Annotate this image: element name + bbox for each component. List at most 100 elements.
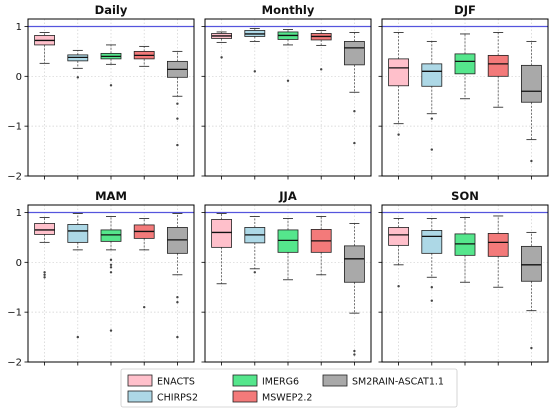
outlier-point bbox=[397, 133, 400, 136]
y-tick-label: −1 bbox=[7, 308, 22, 319]
panel-title: Monthly bbox=[262, 3, 315, 17]
panel-title: SON bbox=[451, 189, 479, 203]
panel-mam: MAM −2 −1 0 1 bbox=[7, 189, 195, 369]
outlier-point bbox=[43, 276, 46, 279]
outlier-point bbox=[176, 296, 179, 299]
box-mswep2.2 bbox=[310, 30, 332, 71]
outlier-point bbox=[430, 148, 433, 151]
outlier-point bbox=[109, 84, 113, 87]
box-chirps2 bbox=[421, 40, 443, 151]
box-enacts bbox=[388, 32, 410, 136]
box-body bbox=[211, 219, 233, 248]
y-tick-label: −2 bbox=[7, 358, 22, 369]
outlier-point bbox=[353, 353, 356, 356]
legend-label: ENACTS bbox=[157, 377, 195, 388]
box-body bbox=[421, 230, 443, 254]
box-body bbox=[343, 245, 365, 283]
outlier-point bbox=[109, 271, 113, 274]
outlier-point bbox=[353, 349, 356, 353]
box-mswep2.2 bbox=[133, 218, 155, 309]
legend-swatch bbox=[232, 374, 258, 387]
outlier-point bbox=[176, 335, 179, 339]
outlier-point bbox=[176, 102, 179, 105]
panel-djf: DJF bbox=[378, 3, 549, 180]
legend-label: CHIRPS2 bbox=[157, 393, 198, 404]
outlier-point bbox=[109, 266, 113, 269]
box-body bbox=[454, 53, 476, 75]
legend-swatch bbox=[232, 390, 258, 403]
panel-title: JJA bbox=[278, 189, 297, 203]
box-mswep2.2 bbox=[487, 215, 509, 288]
box-body bbox=[487, 54, 509, 77]
outlier-point bbox=[176, 117, 179, 120]
outlier-point bbox=[43, 271, 46, 274]
y-tick-label: 1 bbox=[16, 22, 22, 33]
box-sm2rain-ascat1.1 bbox=[343, 32, 365, 145]
box-body bbox=[343, 41, 365, 66]
box-mswep2.2 bbox=[133, 45, 155, 67]
box-body bbox=[277, 229, 299, 253]
box-imerg6 bbox=[277, 29, 299, 83]
box-body bbox=[388, 227, 410, 246]
outlier-point bbox=[397, 285, 400, 288]
outlier-point bbox=[253, 271, 256, 274]
outlier-point bbox=[176, 300, 179, 304]
outlier-point bbox=[109, 258, 113, 262]
box-enacts bbox=[211, 31, 233, 59]
box-imerg6 bbox=[100, 216, 122, 332]
outlier-point bbox=[320, 68, 323, 71]
panel-title: Daily bbox=[95, 3, 128, 17]
legend-swatch bbox=[127, 390, 153, 403]
outlier-point bbox=[43, 273, 46, 276]
box-body bbox=[521, 64, 542, 103]
outlier-point bbox=[220, 56, 223, 59]
y-tick-label: −1 bbox=[7, 122, 22, 133]
y-tick-label: 0 bbox=[16, 258, 22, 269]
outlier-point bbox=[430, 117, 433, 120]
panel-son: SON bbox=[378, 189, 549, 366]
box-sm2rain-ascat1.1 bbox=[166, 50, 188, 147]
box-enacts bbox=[211, 213, 233, 285]
panel-jja: JJA bbox=[201, 189, 372, 366]
box-mswep2.2 bbox=[487, 32, 509, 108]
outlier-point bbox=[143, 305, 146, 309]
y-tick-label: 1 bbox=[16, 208, 22, 219]
panel-title: MAM bbox=[95, 189, 127, 203]
box-imerg6 bbox=[277, 218, 299, 281]
box-body bbox=[521, 245, 542, 282]
box-enacts bbox=[34, 217, 55, 279]
legend-frame bbox=[120, 368, 458, 408]
y-tick-label: 0 bbox=[16, 72, 22, 83]
legend: ENACTS CHIRPS2 IMERG6 MSWEP2.2 SM2RAIN-ASCAT… bbox=[120, 368, 458, 408]
box-body bbox=[487, 233, 509, 257]
box-imerg6 bbox=[454, 33, 476, 100]
legend-label: IMERG6 bbox=[262, 377, 299, 388]
box-chirps2 bbox=[244, 216, 266, 274]
box-chirps2 bbox=[67, 49, 89, 79]
panel-daily: Daily −2 −1 0 1 bbox=[7, 3, 195, 183]
outlier-point bbox=[530, 159, 533, 163]
outlier-point bbox=[286, 79, 290, 83]
outlier-point bbox=[530, 346, 533, 350]
outlier-point bbox=[76, 76, 80, 79]
outlier-point bbox=[353, 141, 356, 145]
panel-title: DJF bbox=[454, 3, 476, 17]
outlier-point bbox=[109, 263, 113, 267]
outlier-point bbox=[76, 335, 80, 339]
box-mswep2.2 bbox=[310, 216, 332, 276]
panel-monthly: Monthly bbox=[201, 3, 372, 180]
legend-label: MSWEP2.2 bbox=[262, 393, 312, 404]
box-sm2rain-ascat1.1 bbox=[521, 40, 542, 163]
box-body bbox=[421, 63, 443, 87]
box-body bbox=[454, 233, 476, 256]
box-body bbox=[100, 229, 122, 242]
box-imerg6 bbox=[100, 44, 122, 87]
box-body bbox=[34, 223, 55, 235]
box-sm2rain-ascat1.1 bbox=[343, 222, 365, 356]
box-sm2rain-ascat1.1 bbox=[521, 231, 542, 350]
box-chirps2 bbox=[244, 28, 266, 73]
box-body bbox=[388, 58, 410, 87]
legend-swatch bbox=[127, 374, 153, 387]
outlier-point bbox=[109, 329, 113, 332]
